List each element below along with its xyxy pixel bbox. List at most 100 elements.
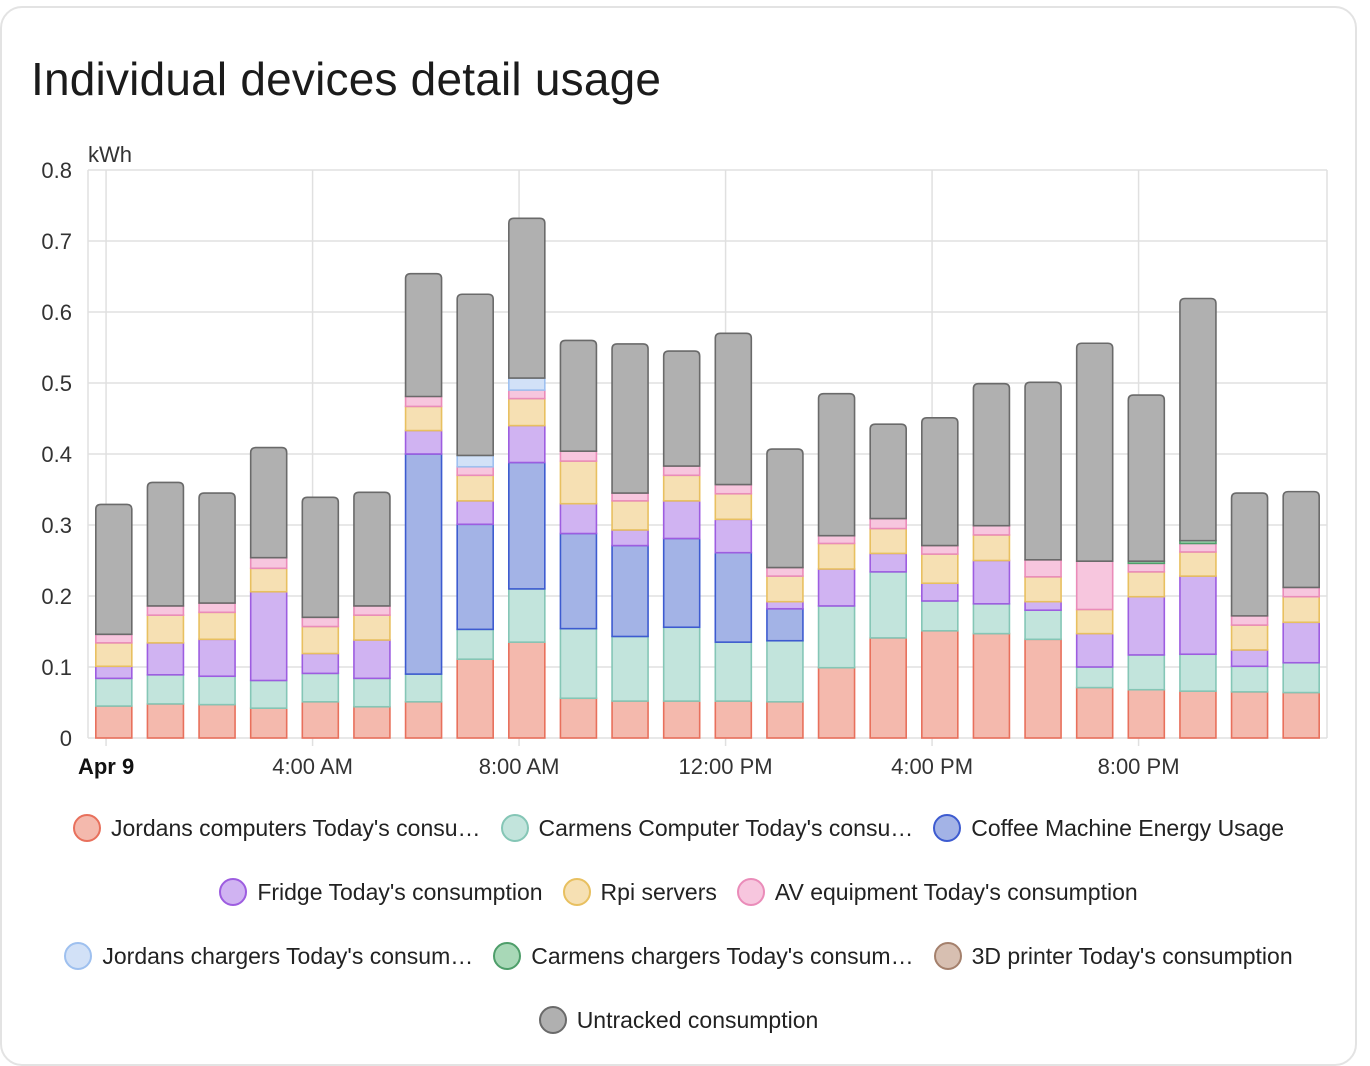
bar-segment (766, 575, 804, 603)
bar-segment (508, 217, 546, 379)
bar-segment (869, 527, 907, 555)
legend-swatch-icon (933, 814, 962, 842)
bar-segment (714, 518, 753, 554)
bar-segment (817, 534, 856, 545)
bar-segment (456, 658, 494, 739)
bar-segment (249, 679, 288, 709)
legend-swatch-icon (72, 814, 101, 842)
bar-segment (198, 611, 236, 641)
bar-segment (662, 350, 701, 467)
legend-item[interactable]: Rpi servers (562, 878, 717, 906)
legend-item[interactable]: Coffee Machine Energy Usage (933, 814, 1284, 842)
bar-segment (714, 483, 753, 495)
y-tick-label: 0 (60, 726, 72, 751)
card-title: Individual devices detail usage (31, 53, 662, 105)
bar-segment (1282, 661, 1320, 694)
legend-row: Untracked consumption (0, 988, 1357, 1052)
x-tick-label: 12:00 PM (678, 754, 772, 779)
bar-segment (662, 474, 701, 502)
bar-segment (456, 454, 494, 468)
bar-segment (95, 503, 133, 636)
bar-segment (972, 603, 1011, 635)
bar-segment (766, 600, 804, 610)
bar-segment (404, 700, 443, 739)
y-axis-label: kWh (88, 142, 132, 167)
bar-segment (714, 332, 753, 486)
bar-segment (1024, 638, 1062, 739)
legend-label: Rpi servers (600, 878, 717, 905)
bar-segment (559, 502, 598, 535)
legend-item[interactable]: Jordans chargers Today's consum… (64, 942, 473, 970)
legend-item[interactable]: 3D printer Today's consumption (933, 942, 1293, 970)
legend-row: Jordans chargers Today's consum… Carmens … (0, 924, 1357, 988)
bar-segment (1179, 690, 1217, 739)
bar-segment (1075, 686, 1114, 739)
bar-segment (508, 641, 546, 739)
bar-segment (611, 500, 649, 531)
bar-segment (611, 544, 649, 638)
bar-segment (921, 544, 959, 555)
legend-label: Untracked consumption (576, 1006, 819, 1033)
bar-segment (404, 272, 443, 398)
bar-segment (1179, 653, 1217, 692)
bar-segment (301, 496, 340, 619)
bar-segment (1127, 562, 1166, 573)
bar-segment (1075, 342, 1114, 563)
bar-segment (508, 588, 546, 643)
bar-segment (1127, 654, 1166, 691)
legend-label: Carmens Computer Today's consu… (538, 814, 914, 841)
legend-item[interactable]: Carmens Computer Today's consu… (500, 814, 914, 842)
legend-item[interactable]: Carmens chargers Today's consum… (493, 942, 914, 970)
bar-segment (95, 642, 133, 668)
y-tick-label: 0.2 (41, 584, 72, 609)
bar-segment (353, 491, 391, 607)
y-tick-label: 0.8 (41, 158, 72, 183)
legend-swatch-icon (538, 1006, 567, 1034)
bar-segment (95, 705, 133, 739)
bar-segment (662, 626, 701, 702)
legend-label: Jordans chargers Today's consum… (102, 942, 474, 969)
bar-segment (456, 465, 494, 477)
bar-segment (869, 423, 907, 520)
bar-segment (1230, 691, 1269, 739)
bar-segment (146, 614, 185, 644)
bar-segment (249, 446, 288, 559)
bar-segment (559, 339, 598, 452)
bar-segment (404, 453, 443, 675)
bar-segment (146, 703, 185, 739)
legend-item[interactable]: Jordans computers Today's consu… (72, 814, 481, 842)
bar-segment (611, 529, 649, 547)
bar-segment (559, 450, 598, 462)
bar-segment (249, 567, 288, 593)
bar-segment (1024, 576, 1062, 603)
legend-swatch-icon (64, 942, 93, 970)
x-tick-label: 4:00 PM (891, 754, 973, 779)
bar-segment (1282, 621, 1320, 664)
bar-segment (1230, 649, 1269, 668)
bar-segment (1075, 608, 1114, 635)
legend-item[interactable]: Untracked consumption (538, 1006, 819, 1034)
bar-segment (1282, 595, 1320, 624)
legend-item[interactable]: Fridge Today's consumption (219, 878, 543, 906)
bar-segment (404, 673, 443, 703)
bar-segment (1024, 381, 1062, 561)
bar-segment (559, 532, 598, 630)
bar-segment (249, 707, 288, 739)
legend-item[interactable]: AV equipment Today's consumption (736, 878, 1138, 906)
bar-segment (921, 553, 959, 585)
bar-segment (714, 492, 753, 521)
bar-segment (1230, 624, 1269, 651)
bar-segment (508, 424, 546, 464)
bar-segment (508, 397, 546, 427)
legend-swatch-icon (219, 878, 248, 906)
bar-segment (766, 566, 804, 577)
bar-segment (972, 382, 1011, 527)
bar-segment (456, 293, 494, 457)
bar-segment (249, 590, 288, 682)
bar-segment (1075, 560, 1114, 611)
bar-segment (353, 639, 391, 680)
bar-segment (456, 474, 494, 502)
bar-segment (301, 625, 340, 655)
legend-label: Carmens chargers Today's consum… (531, 942, 914, 969)
bar-segment (1127, 688, 1166, 739)
